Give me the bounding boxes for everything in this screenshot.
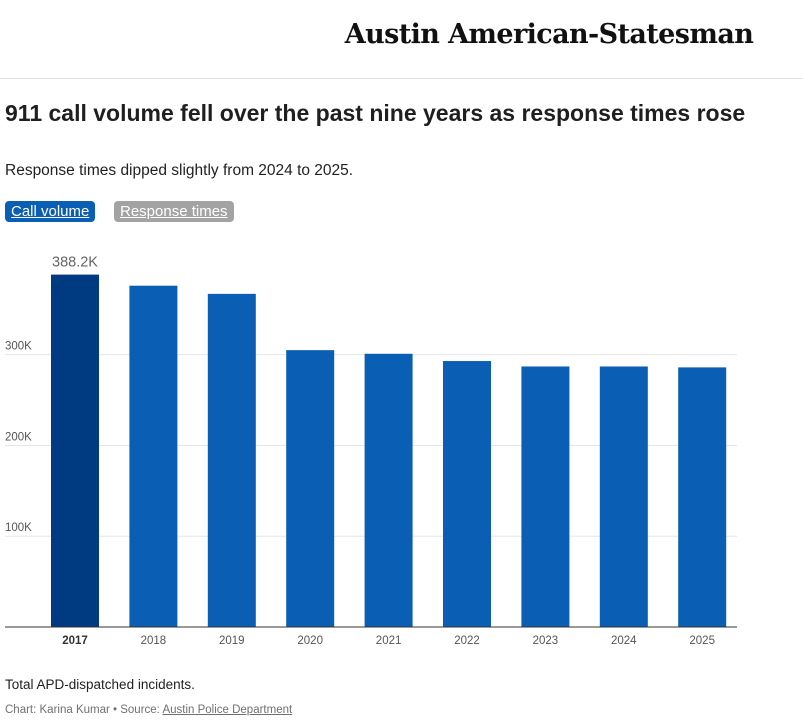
x-tick-label: 2019: [219, 635, 245, 647]
x-tick-label: 2017: [62, 635, 88, 647]
credit-text: Chart: Karina Kumar • Source:: [5, 704, 163, 716]
bar: [129, 285, 178, 627]
bar: [364, 353, 413, 627]
masthead-logo[interactable]: Austin American-Statesman: [344, 19, 754, 50]
bar: [443, 361, 491, 627]
x-tick-label: 2024: [611, 635, 637, 647]
y-tick-label: 200K: [5, 431, 32, 443]
bar: [207, 293, 256, 627]
bar: [286, 350, 335, 627]
y-tick-label: 300K: [5, 341, 32, 353]
chart-note: Total APD-dispatched incidents.: [5, 677, 195, 692]
x-tick-label: 2022: [454, 635, 480, 647]
bar: [51, 274, 99, 627]
chart-title: 911 call volume fell over the past nine …: [5, 100, 746, 126]
x-tick-label: 2020: [297, 635, 323, 647]
source-link[interactable]: Austin Police Department: [162, 704, 293, 716]
masthead: Austin American-Statesman: [0, 0, 803, 79]
x-tick-label: 2025: [689, 635, 715, 647]
chart-credit: Chart: Karina Kumar • Source: Austin Pol…: [5, 704, 292, 716]
y-tick-label: 100K: [5, 522, 32, 534]
x-tick-label: 2023: [533, 635, 559, 647]
data-label: 388.2K: [52, 255, 98, 271]
response-times-toggle[interactable]: Response times: [114, 201, 234, 222]
call-volume-toggle[interactable]: Call volume: [5, 201, 96, 222]
chart-subtitle: Response times dipped slightly from 2024…: [5, 162, 354, 179]
bar: [599, 366, 648, 627]
bar: [521, 366, 570, 627]
x-tick-label: 2018: [141, 635, 167, 647]
bar-chart: 100K 200K 300K 2017 388.2K 2018 2019 2020 2021 20…: [5, 255, 737, 647]
x-tick-label: 2021: [376, 635, 402, 647]
bar: [678, 367, 727, 627]
